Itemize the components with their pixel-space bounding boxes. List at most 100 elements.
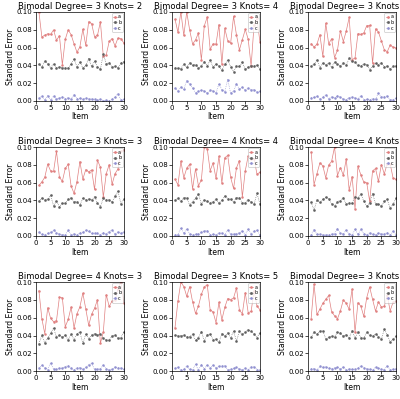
a: [376, 300, 381, 304]
c: [358, 227, 363, 232]
b: [252, 63, 256, 68]
a: [388, 43, 392, 47]
b: [74, 199, 79, 204]
b: [347, 201, 352, 205]
a: [184, 10, 189, 14]
a: [329, 309, 334, 314]
c: [379, 95, 384, 99]
c: [362, 231, 366, 236]
a: [60, 62, 65, 67]
a: [51, 28, 56, 32]
b: [57, 204, 62, 209]
b: [332, 335, 337, 340]
a: [356, 300, 360, 305]
c: [362, 365, 366, 370]
c: [254, 90, 259, 95]
c: [367, 230, 372, 235]
a: [391, 45, 396, 49]
a: [376, 30, 381, 34]
c: [205, 362, 210, 367]
a: [391, 176, 396, 180]
a: [347, 188, 352, 193]
a: [36, 10, 41, 14]
b: [341, 61, 346, 65]
b: [51, 326, 56, 330]
c: [74, 96, 79, 101]
b: [362, 61, 366, 66]
a: [323, 176, 328, 180]
b: [309, 335, 314, 340]
a: [370, 61, 375, 66]
c: [358, 93, 363, 98]
b: [69, 195, 74, 200]
b: [107, 198, 112, 202]
Line: a: a: [38, 12, 124, 65]
c: [118, 98, 123, 103]
c: [385, 94, 390, 99]
c: [190, 367, 195, 372]
c: [258, 89, 262, 94]
a: [118, 148, 123, 153]
c: [202, 229, 207, 233]
Line: a: a: [310, 146, 396, 209]
b: [252, 331, 256, 336]
c: [356, 232, 360, 237]
b: [178, 66, 183, 71]
Legend: a, b, c: a, b, c: [112, 13, 123, 32]
c: [57, 366, 62, 371]
c: [48, 97, 53, 102]
b: [243, 330, 248, 335]
c: [364, 97, 369, 102]
c: [249, 365, 254, 369]
c: [222, 232, 227, 237]
b: [116, 65, 120, 70]
b: [122, 59, 126, 64]
b: [122, 329, 126, 334]
b: [358, 64, 363, 69]
c: [101, 98, 106, 103]
a: [89, 168, 94, 172]
a: [216, 154, 221, 159]
a: [122, 301, 126, 306]
Y-axis label: Standard Error: Standard Error: [6, 298, 15, 355]
b: [370, 191, 375, 196]
a: [320, 54, 325, 59]
c: [63, 232, 68, 237]
b: [225, 330, 230, 335]
b: [237, 64, 242, 69]
b: [202, 198, 207, 203]
b: [190, 200, 195, 204]
c: [98, 233, 103, 237]
a: [358, 32, 363, 37]
c: [178, 367, 183, 372]
a: [258, 307, 262, 312]
c: [240, 367, 245, 372]
b: [208, 332, 212, 337]
b: [86, 197, 91, 201]
b: [173, 198, 178, 203]
c: [107, 367, 112, 372]
c: [323, 233, 328, 237]
b: [42, 59, 47, 63]
a: [312, 282, 316, 286]
c: [379, 367, 384, 372]
Line: c: c: [38, 93, 124, 101]
c: [332, 96, 337, 101]
c: [394, 232, 398, 237]
c: [332, 365, 337, 370]
b: [214, 337, 218, 342]
a: [63, 166, 68, 171]
c: [314, 367, 319, 372]
c: [344, 368, 349, 373]
c: [240, 85, 245, 89]
a: [184, 166, 189, 171]
b: [356, 196, 360, 201]
c: [116, 229, 120, 234]
c: [234, 365, 239, 370]
c: [249, 87, 254, 92]
a: [382, 304, 387, 309]
a: [252, 23, 256, 28]
c: [199, 88, 204, 93]
a: [101, 195, 106, 200]
b: [240, 201, 245, 205]
